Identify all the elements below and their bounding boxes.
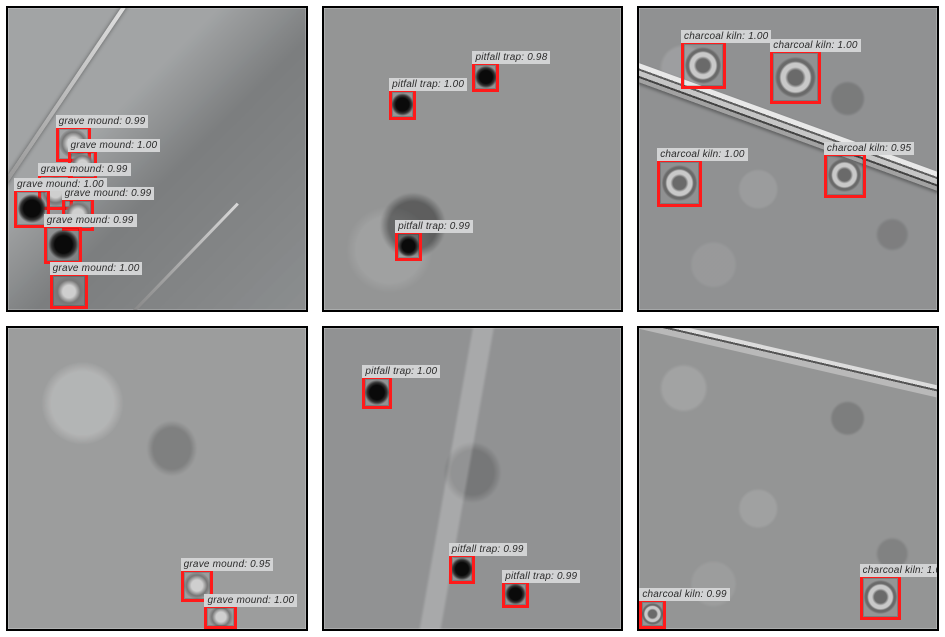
bounding-box bbox=[204, 605, 237, 629]
detection-label: grave mound: 0.95 bbox=[181, 558, 274, 571]
detection-label: pitfall trap: 0.99 bbox=[449, 543, 527, 556]
terrain-texture bbox=[8, 328, 306, 630]
detection-box: pitfall trap: 1.00 bbox=[389, 89, 416, 119]
detection-box: pitfall trap: 0.99 bbox=[449, 554, 476, 584]
detection-box: charcoal kiln: 1.00 bbox=[770, 50, 821, 104]
panel-4: pitfall trap: 1.00pitfall trap: 0.99pitf… bbox=[322, 326, 624, 632]
detection-box: charcoal kiln: 0.95 bbox=[824, 153, 866, 198]
panel-3: grave mound: 0.95 grave mound: 1.00 bbox=[6, 326, 308, 632]
detection-label: grave mound: 1.00 bbox=[204, 594, 297, 607]
detection-box: pitfall trap: 1.00 bbox=[362, 376, 392, 409]
panel-1: pitfall trap: 1.00pitfall trap: 0.98pitf… bbox=[322, 6, 624, 312]
panel-5: charcoal kiln: 0.99 charcoal kiln: 1.00 bbox=[637, 326, 939, 632]
detection-box: pitfall trap: 0.98 bbox=[472, 62, 499, 92]
detection-label: charcoal kiln: 1.00 bbox=[657, 148, 747, 161]
bounding-box bbox=[362, 376, 392, 409]
detection-label: pitfall trap: 0.99 bbox=[502, 570, 580, 583]
detection-box: pitfall trap: 0.99 bbox=[502, 581, 529, 608]
bounding-box bbox=[639, 599, 666, 629]
detection-label: grave mound: 1.00 bbox=[68, 139, 161, 152]
detection-box: charcoal kiln: 0.99 bbox=[639, 599, 666, 629]
bounding-box bbox=[657, 159, 702, 207]
detection-label: pitfall trap: 0.98 bbox=[472, 51, 550, 64]
bounding-box bbox=[449, 554, 476, 584]
detection-box: charcoal kiln: 1.00 bbox=[860, 575, 902, 620]
detection-label: grave mound: 0.99 bbox=[38, 163, 131, 176]
bounding-box bbox=[860, 575, 902, 620]
detection-label: pitfall trap: 0.99 bbox=[395, 220, 473, 233]
detection-label: pitfall trap: 1.00 bbox=[362, 365, 440, 378]
bounding-box bbox=[824, 153, 866, 198]
bounding-box bbox=[389, 89, 416, 119]
detection-label: grave mound: 0.99 bbox=[56, 115, 149, 128]
detection-box: grave mound: 0.99 bbox=[44, 225, 83, 264]
detection-label: grave mound: 0.99 bbox=[44, 214, 137, 227]
detection-label: charcoal kiln: 0.99 bbox=[639, 588, 729, 601]
bounding-box bbox=[770, 50, 821, 104]
bounding-box bbox=[502, 581, 529, 608]
detection-label: charcoal kiln: 0.95 bbox=[824, 142, 914, 155]
detection-box: pitfall trap: 0.99 bbox=[395, 231, 422, 261]
detection-box: charcoal kiln: 1.00 bbox=[681, 41, 726, 89]
detection-box: charcoal kiln: 1.00 bbox=[657, 159, 702, 207]
bounding-box bbox=[681, 41, 726, 89]
bounding-box bbox=[395, 231, 422, 261]
detection-label: grave mound: 0.99 bbox=[62, 187, 155, 200]
detection-box: grave mound: 1.00 bbox=[50, 273, 89, 309]
bounding-box bbox=[44, 225, 83, 264]
bounding-box bbox=[472, 62, 499, 92]
detection-label: charcoal kiln: 1.00 bbox=[860, 564, 939, 577]
panel-2: charcoal kiln: 1.00charcoal kiln: 1.00ch… bbox=[637, 6, 939, 312]
detection-label: pitfall trap: 1.00 bbox=[389, 78, 467, 91]
detection-box: grave mound: 1.00 bbox=[204, 605, 237, 629]
bounding-box bbox=[50, 273, 89, 309]
panel-0: grave mound: 0.99grave mound: 1.00grave … bbox=[6, 6, 308, 312]
detection-label: charcoal kiln: 1.00 bbox=[770, 39, 860, 52]
detection-label: grave mound: 1.00 bbox=[50, 262, 143, 275]
detection-label: charcoal kiln: 1.00 bbox=[681, 30, 771, 43]
image-grid: grave mound: 0.99grave mound: 1.00grave … bbox=[0, 0, 945, 637]
